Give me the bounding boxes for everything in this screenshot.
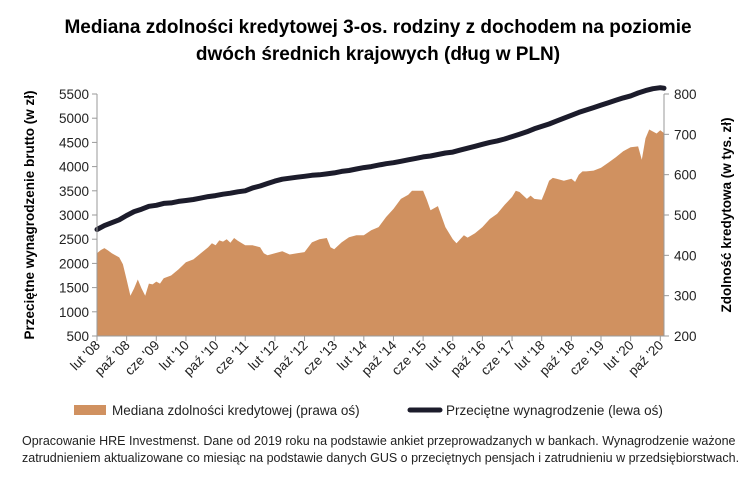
left-axis-tick-label: 5500 [59,87,89,102]
right-axis-title: Zdolność kredytowa (w tys. zł) [719,117,734,312]
left-axis-tick-label: 2000 [59,256,89,271]
left-axis-tick-label: 4500 [59,135,89,150]
left-axis-tick-label: 2500 [59,232,89,247]
legend-swatch-credit-capacity [74,405,106,415]
left-axis-tick-label: 3000 [59,208,89,223]
right-axis-tick-label: 500 [674,208,697,223]
left-axis-title: Przeciętne wynagrodzenie brutto (w zł) [22,90,37,339]
chart-title-line2: dwóch średnich krajowych (dług w PLN) [195,44,561,65]
right-axis-tick-label: 700 [674,127,697,142]
right-axis-tick-label: 300 [674,289,697,304]
chart: 500 1000 1500 2000 2500 3000 3500 4000 4500 5000 5… [22,85,734,418]
x-axis-tick-label: cze '11 [212,338,252,378]
chart-title-line1: Mediana zdolności kredytowej 3-os. rodzi… [64,17,692,38]
left-axis-tick-label: 5000 [59,111,89,126]
right-axis-tick-label: 400 [674,248,697,263]
source-note: Opracowanie HRE Investmenst. Dane od 201… [22,434,740,465]
line-series-average-salary [94,85,667,232]
left-axis-tick-label: 1500 [59,281,89,296]
plot-area [94,85,667,336]
chart-title: Mediana zdolności kredytowej 3-os. rodzi… [0,14,756,68]
legend-label-credit-capacity: Mediana zdolności kredytowej (prawa oś) [112,403,360,418]
left-axis-tick-label: 1000 [59,305,89,320]
right-axis-tick-label: 600 [674,168,697,183]
left-axis-tick-label: 3500 [59,184,89,199]
left-axis-tick-label: 4000 [59,160,89,175]
legend-label-average-salary: Przeciętne wynagrodzenie (lewa oś) [446,403,663,418]
area-series-credit-capacity [97,129,664,336]
right-axis-tick-label: 200 [674,329,697,344]
right-axis-tick-label: 800 [674,87,697,102]
left-axis-tick-label: 500 [66,329,89,344]
legend: Mediana zdolności kredytowej (prawa oś) P… [74,403,663,418]
